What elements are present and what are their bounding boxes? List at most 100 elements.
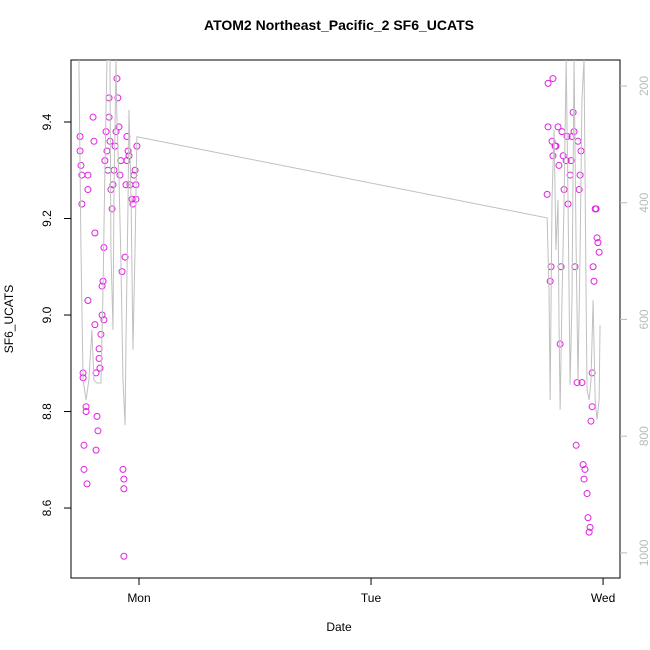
data-point bbox=[77, 161, 85, 169]
data-point bbox=[92, 369, 100, 377]
y2-tick-label: 1000 bbox=[637, 539, 650, 566]
data-point bbox=[544, 79, 552, 87]
data-point bbox=[590, 277, 598, 285]
data-point bbox=[92, 446, 100, 454]
data-point bbox=[96, 364, 104, 372]
x-tick-label: Wed bbox=[591, 591, 615, 605]
plot-box bbox=[70, 59, 621, 579]
plot-area bbox=[76, 60, 603, 560]
data-point bbox=[82, 403, 90, 411]
data-point bbox=[114, 94, 122, 102]
y-axis-label: SF6_UCATS bbox=[2, 285, 16, 353]
data-point bbox=[595, 248, 603, 256]
data-point bbox=[78, 200, 86, 208]
data-point bbox=[89, 113, 97, 121]
data-point bbox=[109, 181, 117, 189]
data-point bbox=[589, 263, 597, 271]
data-point bbox=[584, 514, 592, 522]
data-point bbox=[558, 128, 566, 136]
data-point bbox=[112, 128, 120, 136]
data-point bbox=[80, 465, 88, 473]
data-point bbox=[554, 123, 562, 131]
data-point bbox=[567, 157, 575, 165]
data-point bbox=[91, 321, 99, 329]
data-point bbox=[588, 369, 596, 377]
data-point bbox=[572, 441, 580, 449]
data-point bbox=[116, 171, 124, 179]
data-point bbox=[91, 229, 99, 237]
y2-tick-label: 400 bbox=[637, 192, 650, 212]
data-point bbox=[552, 142, 560, 150]
data-point bbox=[585, 528, 593, 536]
data-point bbox=[593, 234, 601, 242]
data-point bbox=[97, 330, 105, 338]
data-point bbox=[570, 128, 578, 136]
y-tick-label: 9.2 bbox=[40, 210, 54, 227]
data-point bbox=[104, 166, 112, 174]
data-point bbox=[549, 75, 557, 83]
data-point bbox=[84, 171, 92, 179]
data-point bbox=[583, 490, 591, 498]
x-tick-label: Tue bbox=[361, 591, 382, 605]
y-tick-label: 8.8 bbox=[40, 403, 54, 420]
data-point bbox=[105, 113, 113, 121]
y-tick-label: 9.0 bbox=[40, 306, 54, 323]
data-point bbox=[98, 282, 106, 290]
y-tick-label: 8.6 bbox=[40, 499, 54, 516]
data-point bbox=[559, 152, 567, 160]
data-point bbox=[546, 277, 554, 285]
data-point bbox=[592, 205, 600, 213]
data-point bbox=[100, 316, 108, 324]
data-point bbox=[575, 186, 583, 194]
data-point bbox=[113, 75, 121, 83]
data-point bbox=[131, 166, 139, 174]
data-point bbox=[121, 253, 129, 261]
data-point bbox=[574, 137, 582, 145]
data-point bbox=[594, 239, 602, 247]
data-point bbox=[557, 263, 565, 271]
data-point bbox=[576, 171, 584, 179]
y-tick-label: 9.4 bbox=[40, 113, 54, 130]
data-point bbox=[544, 123, 552, 131]
y2-tick-label: 600 bbox=[637, 309, 650, 329]
data-point bbox=[579, 461, 587, 469]
data-point bbox=[586, 523, 594, 531]
x-axis-label: Date bbox=[326, 620, 352, 634]
data-point bbox=[105, 94, 113, 102]
data-point bbox=[108, 205, 116, 213]
data-point bbox=[580, 475, 588, 483]
x-tick-label: Mon bbox=[127, 591, 150, 605]
data-point bbox=[84, 297, 92, 305]
data-point bbox=[93, 412, 101, 420]
data-point bbox=[581, 465, 589, 473]
data-point bbox=[120, 485, 128, 493]
data-point bbox=[80, 441, 88, 449]
data-point bbox=[588, 403, 596, 411]
data-point bbox=[573, 379, 581, 387]
data-point bbox=[555, 161, 563, 169]
data-point bbox=[83, 480, 91, 488]
data-point bbox=[82, 408, 90, 416]
data-point bbox=[84, 186, 92, 194]
data-point bbox=[122, 181, 130, 189]
y2-tick-label: 800 bbox=[637, 426, 650, 446]
data-point bbox=[578, 379, 586, 387]
data-point bbox=[587, 417, 595, 425]
data-point bbox=[562, 157, 570, 165]
chart-title: ATOM2 Northeast_Pacific_2 SF6_UCATS bbox=[204, 17, 474, 33]
data-point bbox=[548, 137, 556, 145]
data-point bbox=[120, 552, 128, 560]
data-point bbox=[119, 465, 127, 473]
data-point bbox=[118, 268, 126, 276]
data-point bbox=[120, 475, 128, 483]
data-point bbox=[556, 340, 564, 348]
data-point bbox=[571, 263, 579, 271]
data-point bbox=[95, 354, 103, 362]
data-point bbox=[128, 195, 136, 203]
pressure-line bbox=[78, 60, 601, 426]
data-point bbox=[90, 137, 98, 145]
data-point bbox=[543, 190, 551, 198]
data-point bbox=[94, 427, 102, 435]
y2-tick-label: 200 bbox=[637, 76, 650, 96]
